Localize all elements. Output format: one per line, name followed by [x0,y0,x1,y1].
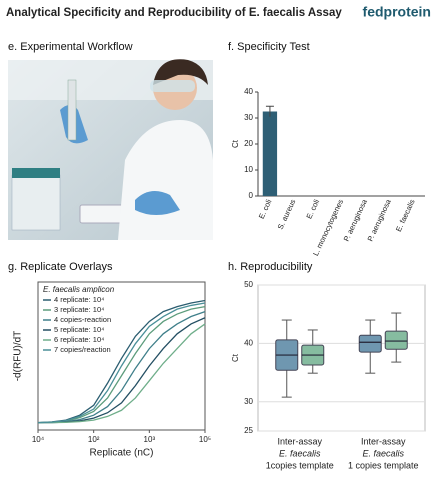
panel-title: e. Experimental Workflow [8,41,133,53]
y-tick-label: 0 [249,191,254,200]
y-axis-label: Ct [231,353,240,362]
legend-label: 4 replicate: 10⁴ [54,295,104,304]
plot-frame [37,281,206,431]
error-bar [265,105,274,117]
panel-title: f. Specificity Test [228,41,310,53]
x-tick-label: S. aureus [276,198,298,231]
y-tick-label: 50 [244,280,253,289]
brand: fedprotein [363,4,431,20]
x-tick-label: 10⁴ [32,435,45,444]
y-tick-label: 40 [244,339,253,348]
y-tick-label: 40 [244,87,253,96]
panel-title: h. Reproducibility [228,261,313,273]
x-tick-label: Inter-assay [277,436,322,446]
x-tick-label: E. coli [257,198,274,221]
y-tick-label: 30 [244,397,253,406]
box [358,334,382,353]
x-tick-label: E. faecalis [279,448,321,458]
x-tick-label: E. coli [304,198,321,221]
x-tick-label: 1 copies template [348,460,419,470]
workflow-photo [8,59,213,240]
x-tick-label: E. faecalis [362,448,404,458]
y-tick-label: 20 [244,139,253,148]
x-tick-label: 10⁵ [199,435,211,444]
y-tick-label: 25 [244,426,253,435]
x-tick-label: 1copies template [266,460,334,470]
x-tick-label: 10² [88,435,100,444]
series-line [38,323,206,424]
legend-title: E. faecalis amplicon [43,285,115,294]
x-tick-label: 10³ [144,435,156,444]
bar [262,111,278,196]
legend-label: 5 replicate: 10⁴ [54,325,104,334]
series-line [37,302,206,424]
legend-label: 4 copies-reaction [54,315,111,324]
legend-label: 6 replicate: 10⁴ [54,335,104,344]
y-tick-label: 30 [244,113,253,122]
legend-label: 3 replicate: 10⁴ [54,305,104,314]
x-tick-label: P. aeruginosa [366,197,394,243]
x-tick-label: Inter-assay [361,436,406,446]
legend-label: 7 copies/reaction [54,345,111,354]
panel-title: g. Replicate Overlays [8,261,113,273]
box [384,330,408,350]
x-tick-label: E. faecalis [394,198,417,233]
figure-title: Analytical Specificity and Reproducibili… [6,7,342,19]
y-axis-label: Ct [231,139,240,148]
x-tick-label: P. aeruginosa [342,197,370,243]
y-axis-label: -d(RFU)/dT [13,331,24,382]
y-tick-label: 10 [244,165,253,174]
x-axis-label: Replicate (nC) [90,448,154,459]
